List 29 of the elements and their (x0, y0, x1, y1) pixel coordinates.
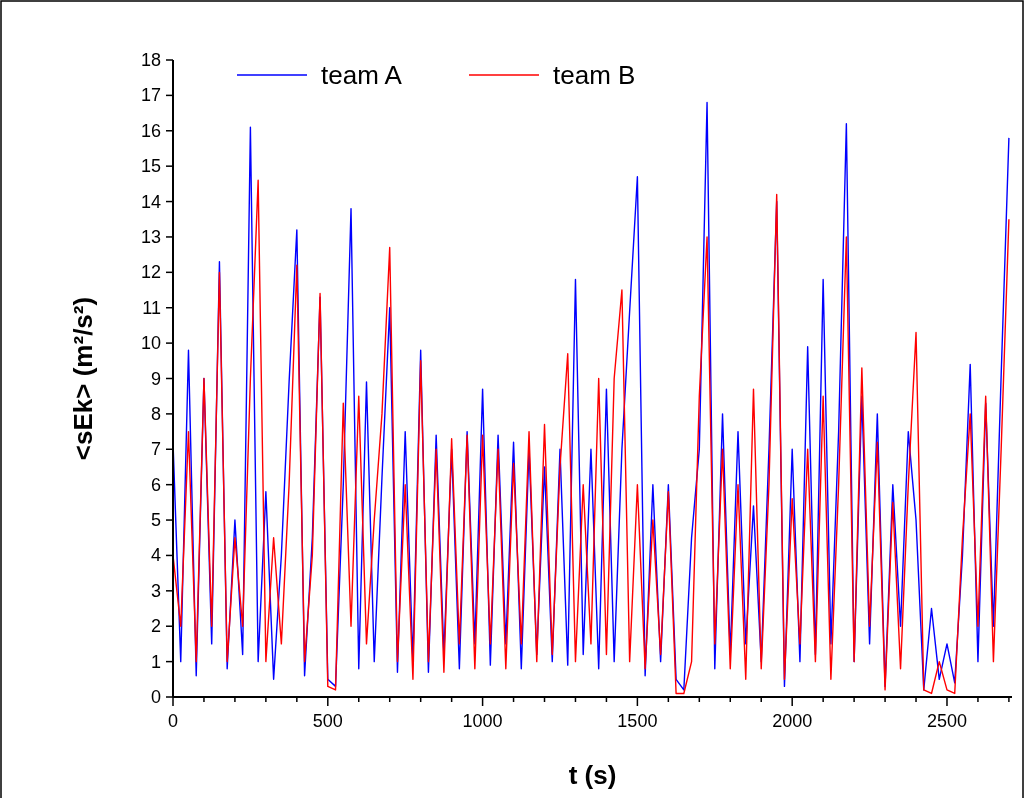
legend-label: team B (553, 60, 636, 90)
x-tick-label: 0 (167, 711, 179, 731)
y-tick-label: 0 (150, 687, 161, 707)
y-tick-label: 2 (150, 616, 161, 637)
y-tick-label: 3 (150, 580, 161, 601)
y-tick-label: 4 (150, 545, 161, 566)
y-tick-label: 11 (142, 297, 161, 318)
y-tick-label: 8 (150, 403, 161, 424)
x-tick-label: 1500 (617, 711, 658, 731)
y-tick-label: 6 (150, 474, 161, 495)
y-tick-label: 18 (140, 50, 161, 70)
x-tick-label: 2500 (926, 711, 968, 731)
x-tick-label: 500 (312, 711, 343, 731)
y-tick-label: 17 (140, 85, 161, 106)
y-tick-label: 10 (140, 333, 161, 354)
x-tick-label: 1000 (462, 711, 503, 731)
x-tick-label: 2000 (772, 711, 813, 731)
y-axis-title: <sEk> (m²/s²) (68, 296, 98, 461)
y-tick-label: 16 (140, 120, 161, 141)
y-tick-label: 9 (150, 368, 161, 389)
y-tick-label: 14 (140, 191, 161, 212)
x-axis-title: t (s) (568, 760, 617, 790)
y-tick-label: 7 (150, 439, 161, 460)
y-tick-label: 15 (140, 156, 161, 177)
y-tick-label: 1 (150, 651, 161, 672)
y-tick-label: 13 (140, 226, 161, 247)
y-tick-label: 12 (140, 262, 161, 283)
legend-label: team A (321, 60, 403, 90)
y-tick-label: 5 (150, 510, 161, 531)
